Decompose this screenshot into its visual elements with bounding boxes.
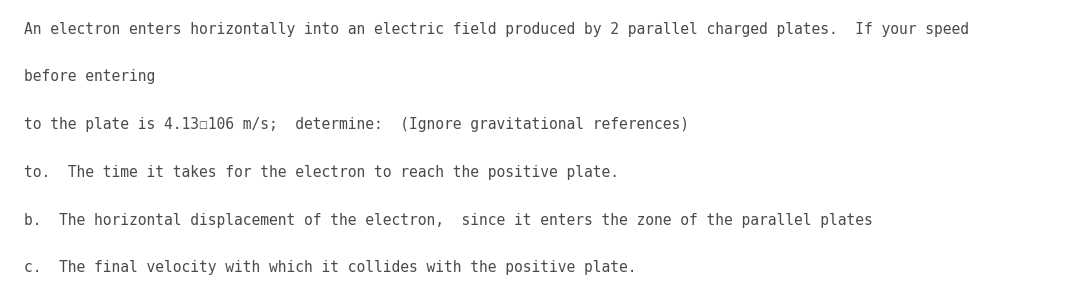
Text: c.  The final velocity with which it collides with the positive plate.: c. The final velocity with which it coll… (24, 260, 636, 275)
Text: to the plate is 4.13☐106 m/s;  determine:  (Ignore gravitational references): to the plate is 4.13☐106 m/s; determine:… (24, 117, 689, 132)
Text: b.  The horizontal displacement of the electron,  since it enters the zone of th: b. The horizontal displacement of the el… (24, 213, 873, 228)
Text: An electron enters horizontally into an electric field produced by 2 parallel ch: An electron enters horizontally into an … (24, 22, 969, 37)
Text: to.  The time it takes for the electron to reach the positive plate.: to. The time it takes for the electron t… (24, 165, 619, 180)
Text: before entering: before entering (24, 69, 156, 84)
